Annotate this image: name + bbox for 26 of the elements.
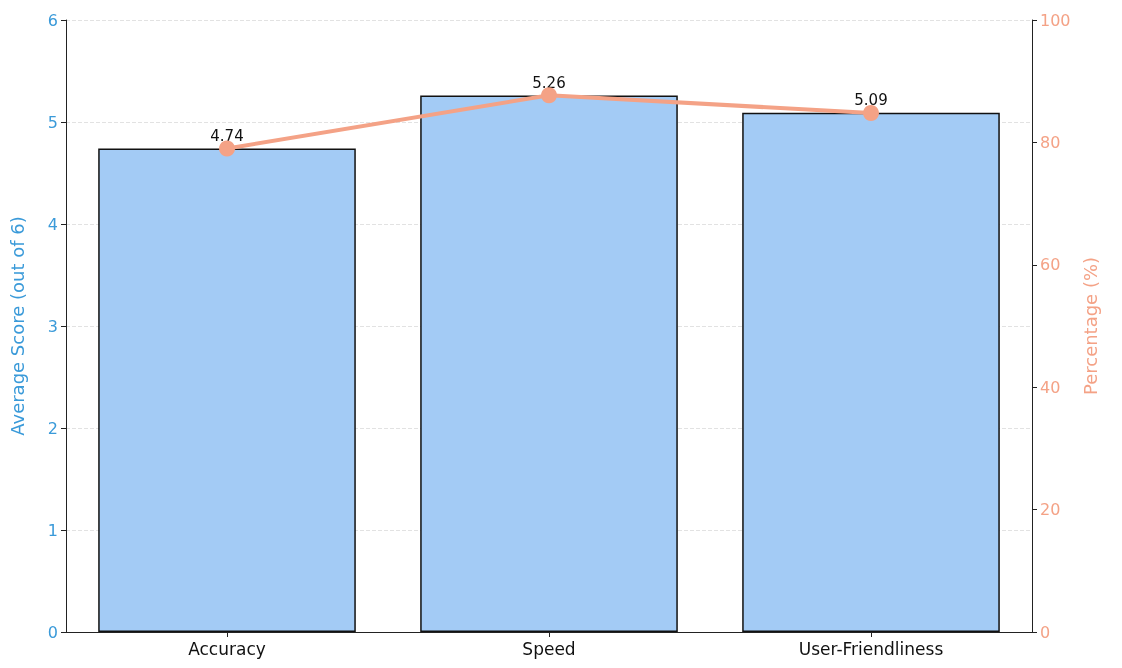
y2-tick-label: 40	[1040, 377, 1061, 397]
y-tick-label: 4	[47, 214, 58, 234]
x-tick-label: Accuracy	[188, 638, 266, 659]
y-tick-label: 3	[47, 316, 58, 336]
y2-tick-label: 20	[1040, 500, 1061, 520]
y-axis-title: Average Score (out of 6)	[6, 216, 28, 436]
data-label: 5.09	[854, 91, 888, 110]
y2-tick-label: 0	[1040, 622, 1051, 642]
y-tick-label: 0	[47, 622, 58, 642]
bar	[742, 112, 1000, 632]
x-tick-label: Speed	[522, 638, 576, 659]
bar	[98, 148, 356, 632]
y2-axis-title: Percentage (%)	[1079, 256, 1101, 396]
y2-tick-label: 60	[1040, 255, 1061, 275]
point	[541, 87, 557, 104]
y2-tick-label: 80	[1040, 132, 1061, 152]
point	[219, 140, 235, 157]
y-tick-label: 2	[47, 418, 58, 438]
y-tick-label: 6	[47, 10, 58, 30]
y-tick-label: 1	[47, 520, 58, 540]
data-label: 5.26	[532, 73, 566, 92]
y-tick-label: 5	[47, 112, 58, 132]
y2-tick-label: 100	[1040, 10, 1071, 30]
data-label: 4.74	[210, 127, 244, 146]
point	[863, 105, 879, 122]
x-tick-label: User-Friendliness	[798, 638, 944, 659]
